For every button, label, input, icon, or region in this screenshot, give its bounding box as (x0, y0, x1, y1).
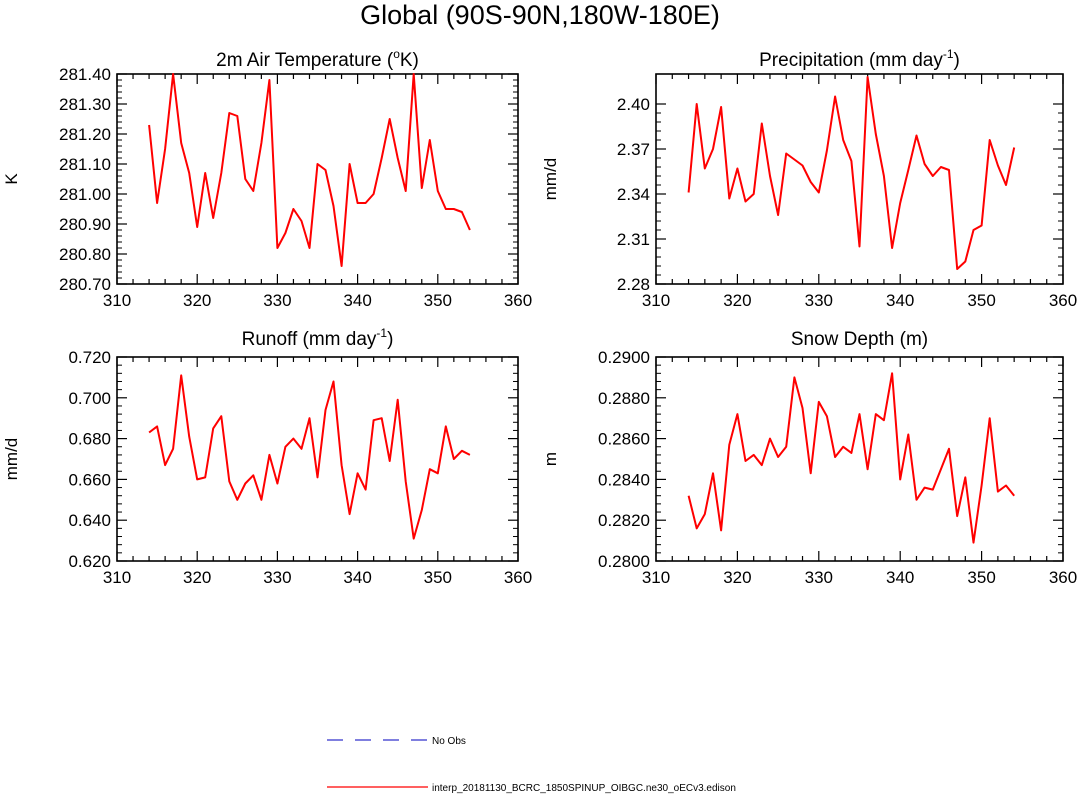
x-tick-label: 350 (967, 568, 995, 587)
y-tick-label: 0.2820 (598, 511, 650, 530)
x-tick-label: 330 (805, 568, 833, 587)
y-tick-label: 2.34 (617, 185, 650, 204)
y-tick-label: 280.80 (59, 245, 111, 264)
x-tick-label: 330 (263, 568, 291, 587)
x-tick-label: 350 (424, 568, 452, 587)
y-tick-label: 0.720 (68, 348, 111, 367)
y-tick-label: 2.37 (617, 140, 650, 159)
chart-panel-4: Snow Depth (m) m 310 320 330 340 350 360 0.2800 0… (541, 329, 1077, 587)
series-line (687, 372, 1015, 544)
x-tick-label: 350 (424, 291, 452, 310)
x-tick-label: 350 (967, 291, 995, 310)
panel-title-tail: K) (400, 50, 419, 71)
series-line (687, 76, 1016, 270)
plot-frame (655, 356, 1064, 562)
x-tick-label: 340 (343, 568, 371, 587)
panel-title-main: Snow Depth (m) (791, 329, 928, 350)
y-tick-label: 0.680 (68, 430, 111, 449)
y-tick-label: 281.00 (59, 185, 111, 204)
y-tick-label: 0.2840 (598, 470, 650, 489)
y-axis-label: m (541, 452, 560, 466)
series-line (148, 73, 471, 267)
y-tick-label: 0.640 (68, 511, 111, 530)
panel-title-main: Runoff (mm day (242, 329, 377, 350)
y-axis-label: mm/d (2, 438, 21, 481)
panel-title-tail: ) (387, 329, 393, 350)
x-tick-label: 310 (642, 291, 670, 310)
y-tick-label: 281.10 (59, 155, 111, 174)
x-tick-label: 360 (504, 291, 532, 310)
chart-panel-1: 2m Air Temperature (oK) K 310 320 330 340 350 3… (2, 47, 532, 310)
y-tick-label: 0.620 (68, 552, 111, 571)
y-tick-label: 280.90 (59, 215, 111, 234)
chart-panel-3: Runoff (mm day-1) mm/d 310 320 330 340 350 360 0… (2, 326, 532, 587)
y-tick-label: 281.20 (59, 125, 111, 144)
y-tick-label: 0.660 (68, 470, 111, 489)
y-axis-label: K (2, 173, 21, 185)
x-tick-label: 360 (1049, 568, 1077, 587)
plot-frame (116, 73, 519, 285)
x-tick-label: 310 (642, 568, 670, 587)
series-line (148, 374, 471, 540)
x-tick-label: 360 (504, 568, 532, 587)
panel-title: Runoff (mm day-1) (242, 326, 394, 350)
x-tick-label: 320 (723, 568, 751, 587)
panel-title: Precipitation (mm day-1) (759, 47, 960, 71)
legend-label-1: No Obs (432, 736, 466, 747)
x-tick-label: 320 (723, 291, 751, 310)
y-tick-label: 281.40 (59, 65, 111, 84)
y-tick-label: 0.2800 (598, 552, 650, 571)
x-tick-label: 360 (1049, 291, 1077, 310)
panel-title-sup: -1 (943, 47, 954, 61)
panel-title-main: 2m Air Temperature ( (216, 50, 394, 71)
panel-title: Snow Depth (m) (791, 329, 928, 350)
legend-label-2: interp_20181130_BCRC_1850SPINUP_OIBGC.ne… (432, 783, 736, 794)
y-axis-label: mm/d (541, 158, 560, 201)
y-tick-label: 2.28 (617, 275, 650, 294)
x-tick-label: 310 (103, 291, 131, 310)
x-tick-label: 310 (103, 568, 131, 587)
y-tick-label: 0.700 (68, 389, 111, 408)
x-tick-label: 330 (263, 291, 291, 310)
chart-panel-2: Precipitation (mm day-1) mm/d 310 320 330 340… (541, 47, 1077, 310)
x-tick-label: 330 (805, 291, 833, 310)
panel-title-sup: o (393, 47, 400, 61)
y-tick-label: 281.30 (59, 95, 111, 114)
plot-frame (116, 356, 519, 562)
y-tick-label: 0.2880 (598, 389, 650, 408)
x-tick-label: 320 (183, 568, 211, 587)
panel-title-main: Precipitation (mm day (759, 50, 943, 71)
panel-title-tail: ) (954, 50, 960, 71)
y-tick-label: 0.2860 (598, 430, 650, 449)
panel-title: 2m Air Temperature (oK) (216, 47, 419, 71)
x-tick-label: 340 (886, 291, 914, 310)
legend: No Obs interp_20181130_BCRC_1850SPINUP_OI… (327, 736, 736, 794)
x-tick-label: 320 (183, 291, 211, 310)
x-tick-label: 340 (343, 291, 371, 310)
x-tick-label: 340 (886, 568, 914, 587)
y-tick-label: 0.2900 (598, 348, 650, 367)
page-title: Global (90S-90N,180W-180E) (360, 0, 720, 30)
y-tick-label: 2.40 (617, 95, 650, 114)
y-tick-label: 280.70 (59, 275, 111, 294)
chart-panels: 2m Air Temperature (oK) K 310 320 330 340 350 3… (2, 47, 1077, 587)
plot-frame (655, 73, 1064, 285)
y-tick-label: 2.31 (617, 230, 650, 249)
panel-title-sup: -1 (376, 326, 387, 340)
